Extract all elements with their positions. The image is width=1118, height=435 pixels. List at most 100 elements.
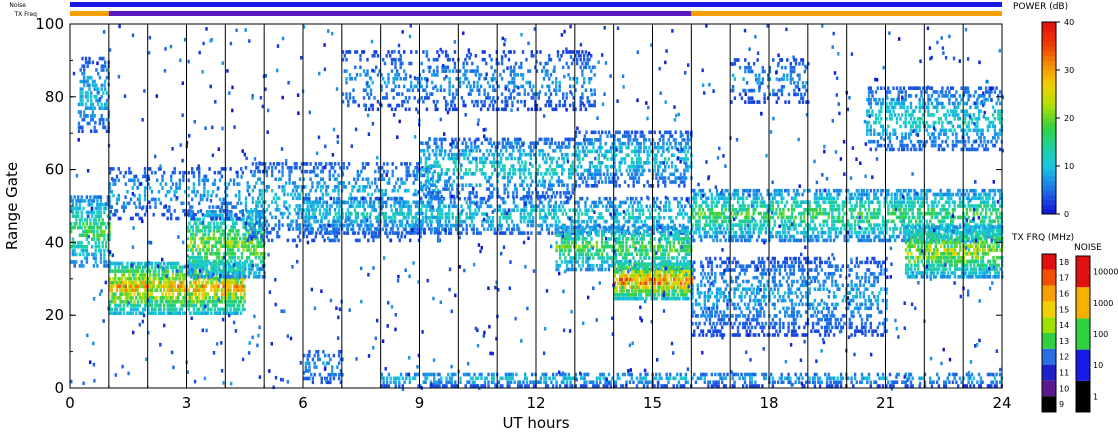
echo-cell (135, 303, 138, 308)
echo-cell (221, 221, 224, 226)
echo-cell (135, 277, 138, 281)
echo-cell (469, 212, 472, 216)
echo-cell (239, 296, 243, 300)
echo-cell (204, 292, 208, 296)
echo-cell (260, 211, 263, 216)
echo-cell (564, 137, 567, 142)
echo-cell (471, 156, 475, 161)
echo-cell (227, 269, 231, 273)
echo-cell (563, 223, 566, 228)
echo-cell (660, 244, 663, 249)
echo-cell (135, 269, 138, 273)
echo-cell (212, 263, 216, 268)
echo-cell (557, 179, 560, 184)
echo-cell (103, 264, 106, 268)
echo-cell (156, 261, 159, 266)
echo-cell (378, 227, 381, 232)
echo-cell (435, 185, 438, 189)
echo-cell (456, 175, 459, 180)
echo-cell (656, 223, 659, 228)
echo-cell (489, 141, 492, 145)
echo-cell (382, 169, 386, 174)
echo-cell (226, 248, 230, 252)
echo-cell (233, 225, 237, 229)
echo-cell (245, 210, 249, 214)
echo-cell (435, 149, 438, 153)
echo-cell (369, 223, 372, 228)
echo-cell (523, 219, 526, 224)
echo-cell (129, 269, 133, 273)
echo-cell (501, 175, 504, 180)
echo-cell (541, 191, 545, 195)
echo-cell (645, 289, 648, 293)
echo-cell (278, 185, 281, 189)
echo-cell (659, 281, 662, 286)
echo-cell (476, 231, 479, 235)
echo-cell (189, 311, 192, 315)
echo-cell (157, 190, 161, 194)
echo-cell (655, 277, 658, 282)
echo-cell (202, 248, 205, 252)
echo-cell (367, 162, 370, 166)
echo-cell (79, 98, 82, 103)
echo-cell (649, 244, 653, 249)
echo-cell (126, 311, 129, 315)
echo-cell (89, 199, 92, 203)
echo-cell (128, 288, 131, 292)
echo-cell (222, 288, 225, 292)
echo-cell (614, 208, 617, 212)
echo-cell (108, 182, 112, 186)
echo-cell (487, 194, 491, 199)
echo-cell (323, 227, 326, 231)
echo-cell (251, 240, 254, 245)
echo-cell (585, 260, 588, 264)
echo-cell (545, 168, 548, 172)
echo-cell (622, 266, 625, 270)
echo-cell (269, 162, 272, 166)
echo-cell (499, 156, 503, 161)
echo-cell (622, 223, 626, 228)
echo-cell (395, 166, 398, 170)
echo-cell (607, 225, 611, 230)
echo-cell (368, 215, 372, 220)
echo-cell (442, 196, 446, 201)
echo-cell (617, 223, 620, 228)
echo-cell (676, 237, 679, 241)
echo-cell (688, 237, 691, 241)
echo-cell (659, 285, 662, 289)
echo-cell (627, 252, 630, 256)
echo-cell (441, 223, 444, 228)
echo-cell (517, 168, 520, 172)
echo-cell (154, 197, 157, 202)
echo-cell (178, 292, 182, 296)
echo-cell (247, 263, 251, 268)
echo-cell (586, 223, 589, 228)
echo-cell (184, 273, 187, 277)
echo-cell (652, 293, 655, 297)
echo-cell (346, 200, 350, 205)
echo-cell (461, 152, 464, 157)
echo-cell (344, 212, 348, 216)
echo-cell (610, 200, 613, 205)
echo-cell (530, 223, 533, 228)
echo-cell (377, 177, 380, 181)
echo-cell (98, 237, 101, 241)
echo-cell (217, 284, 220, 289)
echo-cell (681, 240, 684, 245)
echo-cell (234, 280, 238, 285)
echo-cell (416, 231, 419, 235)
echo-cell (198, 170, 201, 175)
echo-cell (86, 91, 89, 95)
echo-cell (122, 303, 126, 308)
echo-cell (149, 186, 152, 190)
echo-cell (189, 296, 192, 300)
echo-cell (232, 284, 236, 289)
echo-cell (395, 223, 398, 228)
echo-cell (652, 285, 655, 289)
echo-cell (435, 160, 438, 165)
echo-cell (84, 56, 88, 61)
echo-cell (220, 261, 224, 266)
echo-cell (110, 205, 113, 209)
echo-cell (454, 160, 457, 165)
echo-cell (108, 222, 111, 226)
